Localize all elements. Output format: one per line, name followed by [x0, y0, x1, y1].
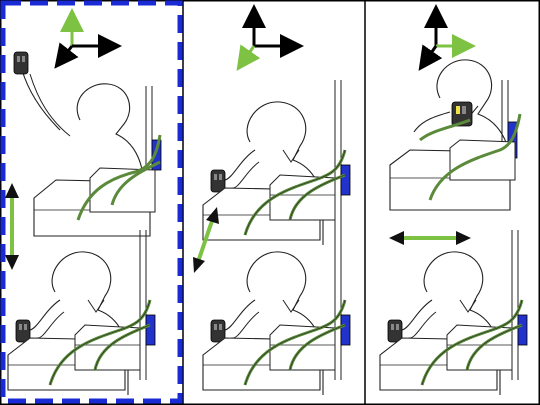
- highlight-border: [0, 0, 183, 404]
- panel-left: [0, 0, 183, 404]
- arrowhead-up: [5, 183, 19, 198]
- scene-bottom-right: [378, 228, 529, 397]
- panel-middle: [193, 4, 352, 397]
- arrowhead-down: [193, 257, 205, 273]
- arrowhead-up: [206, 207, 219, 224]
- coordinate-frame-icon: [418, 4, 476, 71]
- scene-top-middle: [201, 78, 352, 247]
- scene-top-left: [13, 51, 162, 237]
- handheld-controller-icon: [13, 51, 29, 75]
- arrowhead-left: [389, 231, 404, 245]
- scene-top-right: [389, 59, 522, 211]
- motion-arrow-icon: [196, 217, 215, 263]
- scene-bottom-left: [6, 228, 157, 397]
- panel-right: [378, 4, 529, 397]
- arrowhead-down: [5, 255, 19, 270]
- coordinate-frame-icon: [54, 8, 122, 69]
- coordinate-frame-icon: [236, 4, 304, 71]
- arrowhead-right: [456, 231, 471, 245]
- scene-bottom-middle: [201, 228, 352, 397]
